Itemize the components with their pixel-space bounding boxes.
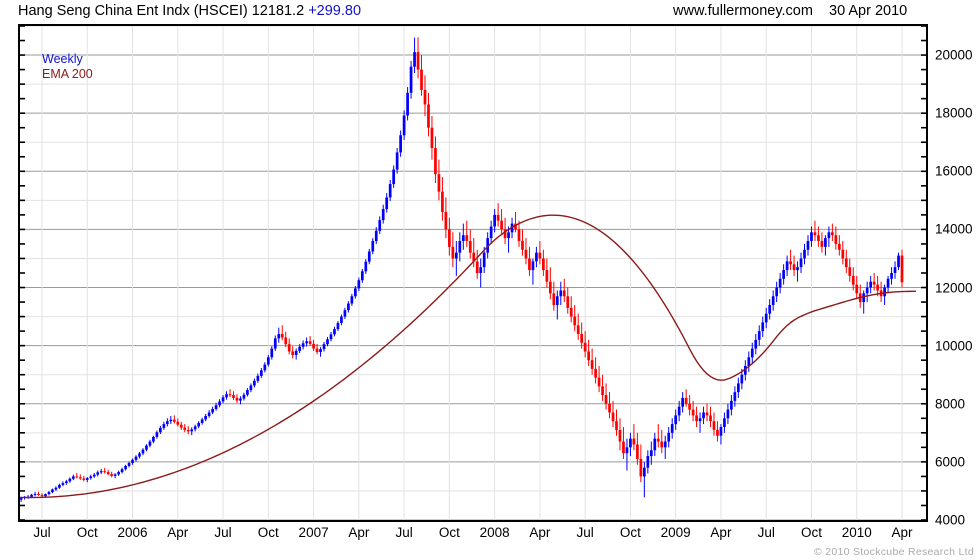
left-axis-ticks xyxy=(20,26,25,520)
y-tick-label: 4000 xyxy=(935,512,966,528)
plot-area: Weekly EMA 200 xyxy=(18,24,928,522)
x-tick-label: Oct xyxy=(257,525,279,540)
y-axis: 4000 6000 8000 10000 12000 14000 16000 18000 200… xyxy=(932,0,980,560)
x-axis: Jul Oct 2006 Apr Jul Oct 2007 Apr Jul Oct 2008 Apr J… xyxy=(0,525,980,547)
x-tick-label: Apr xyxy=(348,525,370,540)
price-change: +299.80 xyxy=(308,3,362,19)
vertical-gridlines xyxy=(41,26,903,520)
last-price: 12181.2 xyxy=(251,3,305,19)
y-tick-label: 6000 xyxy=(935,454,966,470)
copyright-notice: © 2010 Stockcube Research Ltd xyxy=(813,546,974,558)
x-tick-label: 2006 xyxy=(117,525,148,540)
right-axis-ticks xyxy=(921,26,926,520)
site-url: www.fullermoney.com xyxy=(673,3,813,19)
x-tick-label: Jul xyxy=(576,525,594,540)
instrument-name: Hang Seng China Ent Indx (HSCEI) xyxy=(18,3,248,19)
candlestick-series xyxy=(20,37,904,502)
chart-date: 30 Apr 2010 xyxy=(829,3,908,19)
y-tick-label: 20000 xyxy=(935,47,973,63)
x-tick-label: 2008 xyxy=(479,525,510,540)
y-tick-label: 14000 xyxy=(935,221,973,237)
x-tick-label: 2010 xyxy=(841,525,872,540)
x-tick-label: Jul xyxy=(757,525,775,540)
legend-item-weekly: Weekly xyxy=(42,52,83,66)
y-tick-label: 16000 xyxy=(935,163,973,179)
x-tick-label: Apr xyxy=(529,525,551,540)
x-tick-label: Oct xyxy=(76,525,98,540)
chart-header: Hang Seng China Ent Indx (HSCEI) 12181.2… xyxy=(0,0,980,24)
y-tick-label: 10000 xyxy=(935,338,973,354)
major-gridlines xyxy=(20,54,926,520)
x-tick-label: Jul xyxy=(214,525,232,540)
y-tick-label: 18000 xyxy=(935,105,973,121)
x-tick-label: Apr xyxy=(891,525,913,540)
title-block: Hang Seng China Ent Indx (HSCEI) 12181.2… xyxy=(18,1,361,22)
x-tick-label: Jul xyxy=(33,525,51,540)
x-tick-label: 2007 xyxy=(298,525,329,540)
x-tick-label: Oct xyxy=(800,525,822,540)
x-tick-label: Jul xyxy=(395,525,413,540)
y-tick-label: 8000 xyxy=(935,396,966,412)
x-tick-label: Oct xyxy=(438,525,460,540)
x-tick-label: Apr xyxy=(710,525,732,540)
y-tick-label: 12000 xyxy=(935,280,973,296)
x-tick-label: Oct xyxy=(619,525,641,540)
legend-item-ema200: EMA 200 xyxy=(42,67,93,81)
ema-200-line xyxy=(20,214,916,499)
x-tick-label: 2009 xyxy=(660,525,691,540)
x-tick-label: Apr xyxy=(167,525,189,540)
chart-legend: Weekly EMA 200 xyxy=(42,52,93,82)
price-chart-svg xyxy=(20,26,926,520)
